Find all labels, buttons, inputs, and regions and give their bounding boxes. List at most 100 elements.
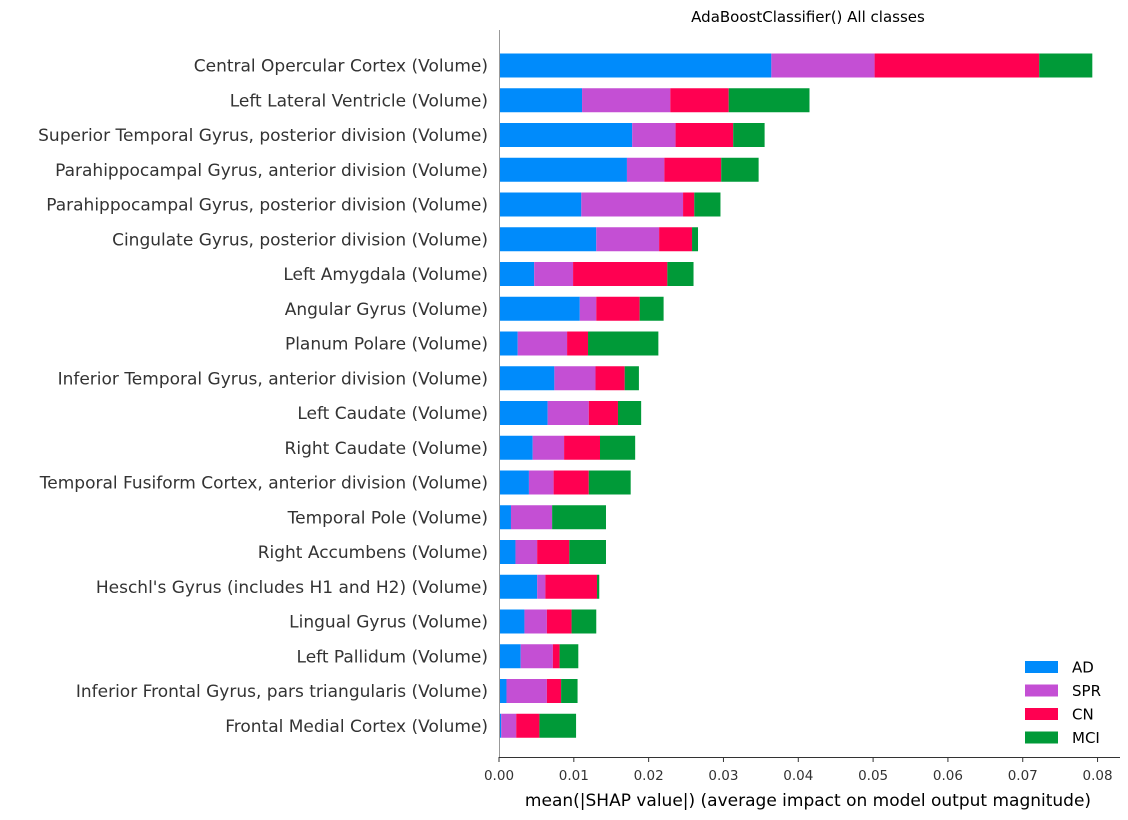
bar-segment-ad	[499, 401, 548, 425]
bar-segment-ad	[499, 713, 502, 738]
bar-segment-spr	[626, 157, 665, 182]
bar-segment-cn	[670, 88, 729, 113]
bar-segment-spr	[582, 88, 671, 113]
x-tick-label: 0.03	[708, 768, 738, 784]
bar-segment-cn	[675, 123, 734, 147]
category-label: Left Caudate (Volume)	[297, 404, 488, 424]
legend-swatch-spr	[1025, 684, 1058, 697]
bar-segment-mci	[597, 574, 600, 599]
category-label: Angular Gyrus (Volume)	[285, 300, 488, 320]
bar-segment-mci	[667, 262, 694, 286]
category-label: Right Caudate (Volume)	[285, 439, 488, 459]
bar-segment-ad	[499, 540, 516, 564]
bar-segment-ad	[499, 331, 518, 356]
category-label: Cingulate Gyrus, posterior division (Vol…	[112, 230, 488, 250]
bar-segment-mci	[733, 123, 765, 147]
x-tick-label: 0.01	[559, 768, 589, 784]
legend-label-cn: CN	[1072, 706, 1094, 724]
bar-segment-cn	[659, 227, 693, 252]
bar-segment-mci	[588, 470, 631, 495]
bar-segment-ad	[499, 262, 535, 286]
bar-segment-cn	[664, 157, 722, 182]
x-axis-label: mean(|SHAP value|) (average impact on mo…	[525, 791, 1091, 811]
category-label: Left Lateral Ventricle (Volume)	[230, 91, 488, 111]
bar-segment-mci	[624, 366, 639, 391]
bar-segment-cn	[595, 366, 625, 391]
bar-segment-ad	[499, 53, 772, 78]
bar-segment-ad	[499, 366, 555, 391]
bar-segment-mci	[1039, 53, 1093, 78]
bar-segment-mci	[571, 609, 597, 634]
legend-label-mci: MCI	[1072, 729, 1100, 747]
bar-segment-spr	[524, 609, 547, 634]
bar-segment-cn	[874, 53, 1040, 78]
category-label: Temporal Fusiform Cortex, anterior divis…	[39, 474, 488, 494]
bar-segment-spr	[532, 435, 565, 460]
bar-segment-cn	[537, 540, 570, 564]
bar-segment-mci	[617, 401, 642, 425]
bar-segment-spr	[581, 192, 684, 217]
bar-segment-cn	[596, 296, 640, 321]
bar-segment-ad	[499, 609, 525, 634]
category-label: Superior Temporal Gyrus, posterior divis…	[38, 126, 488, 146]
bar-segment-mci	[552, 505, 606, 530]
bars-layer	[499, 53, 1093, 738]
bar-segment-cn	[553, 470, 589, 495]
bar-segment-cn	[567, 331, 589, 356]
bar-segment-mci	[721, 157, 759, 182]
bar-segment-ad	[499, 88, 583, 113]
bar-segment-spr	[534, 262, 574, 286]
bar-segment-ad	[499, 157, 627, 182]
x-tick-label: 0.08	[1083, 768, 1113, 784]
category-label: Parahippocampal Gyrus, posterior divisio…	[46, 196, 488, 216]
bar-segment-spr	[632, 123, 676, 147]
category-label: Left Pallidum (Volume)	[297, 647, 488, 667]
bar-segment-mci	[728, 88, 810, 113]
bar-segment-cn	[546, 609, 572, 634]
bar-segment-ad	[499, 435, 533, 460]
bar-segment-mci	[561, 679, 578, 703]
bar-segment-spr	[547, 401, 589, 425]
legend: AD SPR CN MCI	[1025, 659, 1101, 747]
x-tick-label: 0.04	[783, 768, 813, 784]
category-labels: Central Opercular Cortex (Volume) Left La…	[38, 57, 488, 737]
category-label: Inferior Temporal Gyrus, anterior divisi…	[58, 369, 488, 389]
bar-segment-mci	[559, 644, 579, 669]
bar-segment-mci	[694, 192, 721, 217]
category-label: Lingual Gyrus (Volume)	[289, 613, 488, 633]
category-label: Central Opercular Cortex (Volume)	[194, 57, 488, 77]
x-tick-label: 0.00	[484, 768, 514, 784]
bar-segment-spr	[528, 470, 554, 495]
category-label: Parahippocampal Gyrus, anterior division…	[55, 161, 488, 181]
bar-segment-cn	[573, 262, 668, 286]
bar-segment-spr	[501, 713, 517, 738]
category-label: Heschl's Gyrus (includes H1 and H2) (Vol…	[96, 578, 488, 598]
x-tick-label: 0.06	[933, 768, 963, 784]
bar-segment-mci	[539, 713, 577, 738]
bar-segment-spr	[554, 366, 596, 391]
x-tick-label: 0.07	[1008, 768, 1038, 784]
bar-segment-spr	[517, 331, 568, 356]
x-tick-label: 0.05	[858, 768, 888, 784]
bar-segment-ad	[499, 123, 633, 147]
bar-segment-ad	[499, 227, 597, 252]
bar-segment-cn	[516, 713, 540, 738]
bar-segment-cn	[564, 435, 601, 460]
bar-segment-cn	[546, 679, 562, 703]
bar-segment-ad	[499, 505, 511, 530]
chart-title: AdaBoostClassifier() All classes	[691, 8, 925, 26]
bar-segment-ad	[499, 679, 507, 703]
bar-segment-cn	[552, 644, 560, 669]
bar-segment-spr	[510, 505, 553, 530]
bar-segment-ad	[499, 470, 529, 495]
category-label: Right Accumbens (Volume)	[258, 543, 488, 563]
bar-segment-ad	[499, 296, 580, 321]
legend-swatch-mci	[1025, 731, 1058, 744]
category-label: Inferior Frontal Gyrus, pars triangulari…	[76, 682, 488, 702]
bar-segment-mci	[600, 435, 636, 460]
bar-segment-cn	[683, 192, 695, 217]
bar-segment-mci	[588, 331, 659, 356]
bar-segment-mci	[692, 227, 699, 252]
bar-segment-mci	[569, 540, 606, 564]
legend-label-spr: SPR	[1072, 682, 1101, 700]
